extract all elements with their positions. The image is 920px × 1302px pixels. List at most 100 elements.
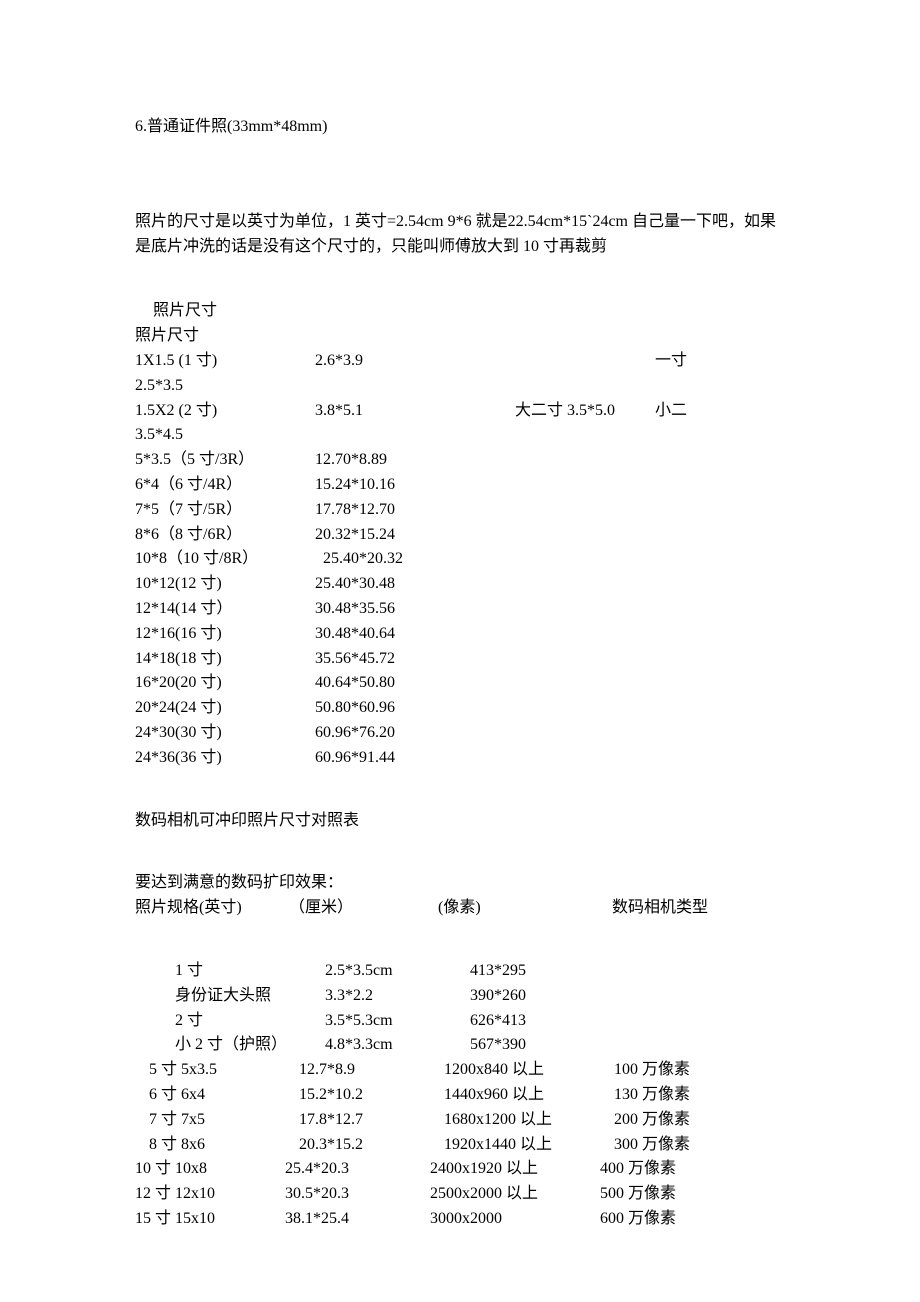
size-cm: 20.32*15.24 (315, 523, 515, 548)
size-inch: 16*20(20 寸) (135, 671, 315, 696)
spec-px: 1920x1440 以上 (444, 1133, 614, 1158)
spec-px: 2500x2000 以上 (430, 1182, 600, 1207)
spec-inch: 2 寸 (175, 1009, 325, 1034)
size-cm: 17.78*12.70 (315, 498, 515, 523)
spec-inch: 15 寸 15x10 (135, 1207, 285, 1232)
table-row: 20*24(24 寸)50.80*60.96 (135, 696, 790, 721)
spec-inch: 小 2 寸（护照） (175, 1033, 325, 1058)
size-inch: 6*4（6 寸/4R） (135, 473, 315, 498)
spec-inch: 8 寸 8x6 (149, 1133, 299, 1158)
size-inch: 12*16(16 寸) (135, 622, 315, 647)
spec-px: 1440x960 以上 (444, 1083, 614, 1108)
spec-camera: 400 万像素 (600, 1157, 676, 1182)
spec-inch: 5 寸 5x3.5 (149, 1058, 299, 1083)
size-inch: 3.5*4.5 (135, 423, 315, 448)
spec-px: 413*295 (470, 959, 640, 984)
spec-camera: 100 万像素 (614, 1058, 690, 1083)
pixel-table: 照片规格(英寸) （厘米） (像素) 数码相机类型 1 寸2.5*3.5cm 4… (135, 896, 790, 1232)
size-inch: 20*24(24 寸) (135, 696, 315, 721)
intro-paragraph: 照片的尺寸是以英寸为单位，1 英寸=2.54cm 9*6 就是22.54cm*1… (135, 210, 790, 260)
pixel-table-header: 照片规格(英寸) （厘米） (像素) 数码相机类型 (135, 896, 790, 921)
table-row: 10*8（10 寸/8R） 25.40*20.32 (135, 547, 790, 572)
spec-inch: 7 寸 7x5 (149, 1108, 299, 1133)
spec-camera: 300 万像素 (614, 1133, 690, 1158)
spec-px: 2400x1920 以上 (430, 1157, 600, 1182)
table-row: 24*30(30 寸)60.96*76.20 (135, 721, 790, 746)
spec-px: 390*260 (470, 984, 640, 1009)
size-cm: 50.80*60.96 (315, 696, 515, 721)
size-extra (515, 349, 655, 374)
size-inch: 7*5（7 寸/5R） (135, 498, 315, 523)
table-row: 5 寸 5x3.512.7*8.91200x840 以上100 万像素 (135, 1058, 790, 1083)
table-row: 24*36(36 寸)60.96*91.44 (135, 746, 790, 771)
spec-px: 1680x1200 以上 (444, 1108, 614, 1133)
size-cm: 40.64*50.80 (315, 671, 515, 696)
spec-camera: 130 万像素 (614, 1083, 690, 1108)
spec-inch: 1 寸 (175, 959, 325, 984)
table-row: 2 寸3.5*5.3cm 626*413 (135, 1009, 790, 1034)
table-row: 10*12(12 寸)25.40*30.48 (135, 572, 790, 597)
spec-cm: 20.3*15.2 (299, 1133, 444, 1158)
table-row: 8*6（8 寸/6R）20.32*15.24 (135, 523, 790, 548)
size-cm: 15.24*10.16 (315, 473, 515, 498)
header-camera: 数码相机类型 (612, 896, 708, 921)
photo-size-table: 1X1.5 (1 寸)2.6*3.9一寸2.5*3.51.5X2 (2 寸)3.… (135, 349, 790, 771)
size-title-indented: 照片尺寸 (135, 299, 790, 324)
size-title: 照片尺寸 (135, 324, 790, 349)
spec-cm: 2.5*3.5cm (325, 959, 470, 984)
spec-cm: 3.3*2.2 (325, 984, 470, 1009)
spec-cm: 25.4*20.3 (285, 1157, 430, 1182)
spec-px: 567*390 (470, 1033, 640, 1058)
table-row: 7*5（7 寸/5R）17.78*12.70 (135, 498, 790, 523)
spec-cm: 15.2*10.2 (299, 1083, 444, 1108)
size-inch: 10*8（10 寸/8R） (135, 547, 315, 572)
table-row: 小 2 寸（护照）4.8*3.3cm 567*390 (135, 1033, 790, 1058)
size-inch: 14*18(18 寸) (135, 647, 315, 672)
size-note: 小二 (655, 399, 687, 424)
table-row: 3.5*4.5 (135, 423, 790, 448)
spec-inch: 12 寸 12x10 (135, 1182, 285, 1207)
spec-cm: 38.1*25.4 (285, 1207, 430, 1232)
spec-cm: 3.5*5.3cm (325, 1009, 470, 1034)
table-row: 14*18(18 寸)35.56*45.72 (135, 647, 790, 672)
table-row: 1 寸2.5*3.5cm 413*295 (135, 959, 790, 984)
header-cm: （厘米） (289, 896, 434, 921)
size-note: 一寸 (655, 349, 687, 374)
header-px: (像素) (438, 896, 608, 921)
size-extra: 大二寸 3.5*5.0 (515, 399, 655, 424)
table-row: 1X1.5 (1 寸)2.6*3.9一寸 (135, 349, 790, 374)
spec-px: 626*413 (470, 1009, 640, 1034)
size-inch: 1.5X2 (2 寸) (135, 399, 315, 424)
spec-cm: 30.5*20.3 (285, 1182, 430, 1207)
size-cm: 12.70*8.89 (315, 448, 515, 473)
size-inch: 5*3.5（5 寸/3R） (135, 448, 315, 473)
size-cm: 60.96*76.20 (315, 721, 515, 746)
table-row: 6 寸 6x415.2*10.21440x960 以上130 万像素 (135, 1083, 790, 1108)
size-cm: 2.6*3.9 (315, 349, 515, 374)
spec-px: 1200x840 以上 (444, 1058, 614, 1083)
size-cm: 60.96*91.44 (315, 746, 515, 771)
size-inch: 24*36(36 寸) (135, 746, 315, 771)
table-row: 12 寸 12x10 30.5*20.3 2500x2000 以上500 万像素 (135, 1182, 790, 1207)
table-row: 身份证大头照3.3*2.2390*260 (135, 984, 790, 1009)
spec-inch: 6 寸 6x4 (149, 1083, 299, 1108)
size-cm: 30.48*40.64 (315, 622, 515, 647)
size-inch: 24*30(30 寸) (135, 721, 315, 746)
table-row: 12*14(14 寸）30.48*35.56 (135, 597, 790, 622)
table-row: 2.5*3.5 (135, 374, 790, 399)
table-row: 15 寸 15x10 38.1*25.4 3000x2000 600 万像素 (135, 1207, 790, 1232)
table-row: 7 寸 7x517.8*12.71680x1200 以上200 万像素 (135, 1108, 790, 1133)
table-row: 8 寸 8x620.3*15.21920x1440 以上300 万像素 (135, 1133, 790, 1158)
table-row: 10 寸 10x8 25.4*20.3 2400x1920 以上400 万像素 (135, 1157, 790, 1182)
spec-camera: 600 万像素 (600, 1207, 676, 1232)
header-spec: 照片规格(英寸) (135, 896, 285, 921)
spec-cm: 12.7*8.9 (299, 1058, 444, 1083)
subtitle-1: 数码相机可冲印照片尺寸对照表 (135, 809, 790, 834)
section-heading: 6.普通证件照(33mm*48mm) (135, 115, 790, 140)
spec-px: 3000x2000 (430, 1207, 600, 1232)
spec-cm: 4.8*3.3cm (325, 1033, 470, 1058)
size-cm: 30.48*35.56 (315, 597, 515, 622)
size-inch: 2.5*3.5 (135, 374, 315, 399)
size-inch: 10*12(12 寸) (135, 572, 315, 597)
table-row: 5*3.5（5 寸/3R）12.70*8.89 (135, 448, 790, 473)
